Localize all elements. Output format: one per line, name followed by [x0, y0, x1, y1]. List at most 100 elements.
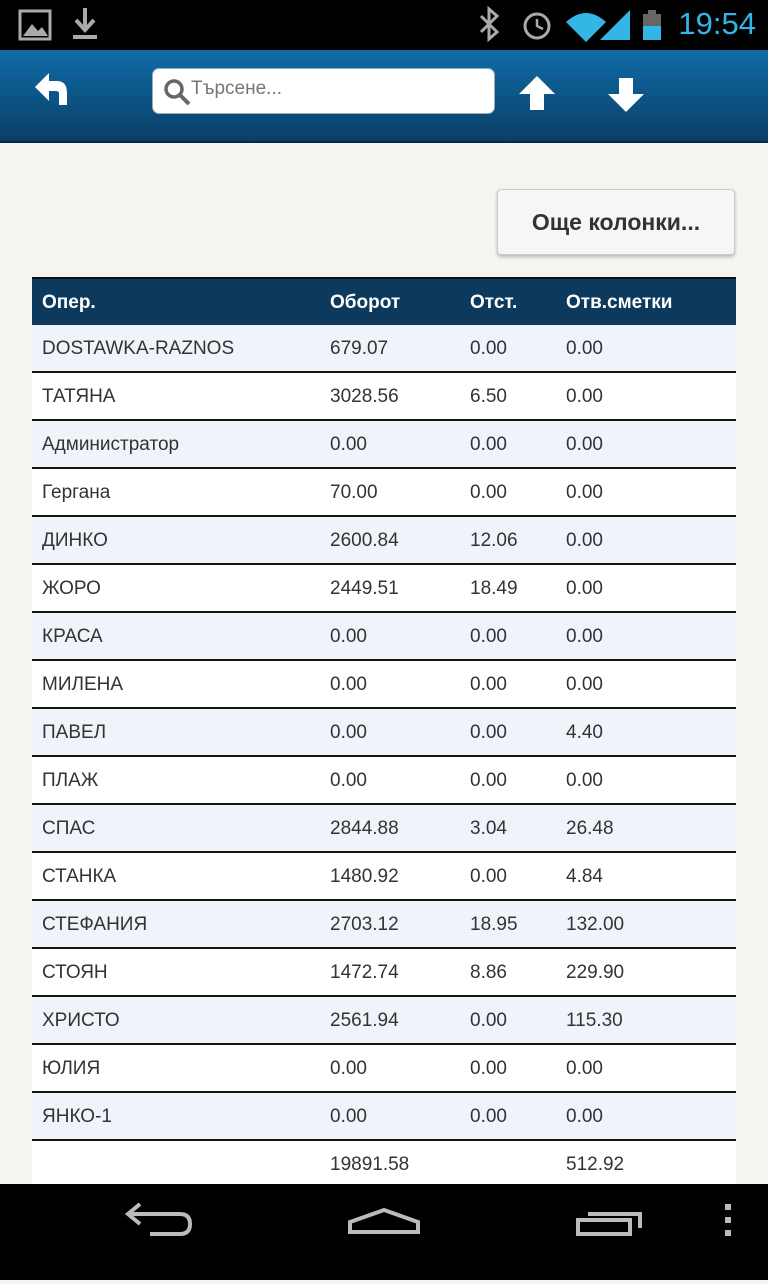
status-icons — [18, 5, 551, 43]
table-row: ЮЛИЯ 0.00 0.00 0.00 — [32, 1045, 736, 1093]
table-cell: КРАСА — [42, 626, 103, 647]
table-cell: Гергана — [42, 482, 111, 503]
table-cell: 0.00 — [566, 1106, 603, 1127]
table-cell: ЮЛИЯ — [42, 1058, 101, 1079]
table-cell: 0.00 — [330, 434, 367, 455]
table-cell: 0.00 — [566, 530, 603, 551]
table-cell: 4.84 — [566, 866, 603, 887]
table-cell: 0.00 — [330, 1058, 367, 1079]
table-row: Администратор 0.00 0.00 0.00 — [32, 421, 736, 469]
table-cell: DOSTAWKA-RAZNOS — [42, 338, 235, 359]
table-cell: 0.00 — [470, 1010, 507, 1031]
table-row: ТАТЯНА 3028.56 6.50 0.00 — [32, 373, 736, 421]
table-cell: 0.00 — [470, 866, 507, 887]
table-cell: 2600.84 — [330, 530, 399, 551]
nav-bar — [0, 1184, 768, 1280]
nav-home[interactable] — [348, 1207, 420, 1234]
table-row: ЖОРО 2449.51 18.49 0.00 — [32, 565, 736, 613]
table-row: ДИНКО 2600.84 12.06 0.00 — [32, 517, 736, 565]
table-cell: СТАНКА — [42, 866, 117, 887]
table-cell: 115.30 — [566, 1010, 623, 1031]
table-cell: ПЛАЖ — [42, 770, 99, 791]
table-cell: 0.00 — [566, 674, 603, 695]
table-cell: 0.00 — [470, 770, 507, 791]
table-cell: 1472.74 — [330, 962, 399, 983]
table-cell: 0.00 — [470, 434, 507, 455]
table-cell: 679.07 — [330, 338, 389, 359]
table-cell: 0.00 — [566, 386, 603, 407]
table-cell: 2844.88 — [330, 818, 399, 839]
clock: 19:54 — [678, 6, 756, 41]
table-header: Опер. Оборот Отст. Отв.сметки — [32, 277, 736, 325]
down-button[interactable] — [604, 72, 648, 116]
table-row: СПАС 2844.88 3.04 26.48 — [32, 805, 736, 853]
table-cell: 18.49 — [470, 578, 518, 599]
column-header: Оборот — [330, 292, 401, 313]
table-cell: Администратор — [42, 434, 180, 455]
table-cell: 0.00 — [330, 722, 367, 743]
table-cell: 0.00 — [566, 626, 603, 647]
table-cell: 2561.94 — [330, 1010, 399, 1031]
table-cell: 18.95 — [470, 914, 518, 935]
table-cell: 0.00 — [470, 338, 507, 359]
table-cell: 12.06 — [470, 530, 518, 551]
table-cell: 0.00 — [470, 1106, 507, 1127]
signal-icons — [566, 10, 661, 42]
table-cell: 2449.51 — [330, 578, 399, 599]
table-cell: 0.00 — [470, 722, 507, 743]
table-cell: 0.00 — [330, 626, 367, 647]
up-button[interactable] — [515, 72, 559, 116]
table-cell: 0.00 — [330, 770, 367, 791]
search-field[interactable]: Търсене... — [152, 68, 495, 114]
table-cell: 0.00 — [566, 482, 603, 503]
table-cell: 0.00 — [566, 578, 603, 599]
nav-icons — [124, 1202, 731, 1236]
app-bar: Търсене... — [0, 50, 768, 143]
table-cell: 2703.12 — [330, 914, 399, 935]
table-row: ХРИСТО 2561.94 0.00 115.30 — [32, 997, 736, 1045]
table-row: DOSTAWKA-RAZNOS 679.07 0.00 0.00 — [32, 325, 736, 373]
table-cell: 0.00 — [330, 1106, 367, 1127]
table-cell: 132.00 — [566, 914, 625, 935]
column-header: Опер. — [42, 292, 96, 313]
table-row: ЯНКО-1 0.00 0.00 0.00 — [32, 1093, 736, 1141]
table-cell: ЯНКО-1 — [42, 1106, 112, 1127]
column-header: Отв.сметки — [566, 292, 673, 313]
table-row: КРАСА 0.00 0.00 0.00 — [32, 613, 736, 661]
table-cell: ЖОРО — [42, 578, 101, 599]
table-cell: ПАВЕЛ — [42, 722, 107, 743]
total-cell: 19891.58 — [330, 1154, 410, 1175]
table-cell: 8.86 — [470, 962, 507, 983]
table-cell: МИЛЕНА — [42, 674, 124, 695]
table-cell: 0.00 — [566, 1058, 603, 1079]
table-row: ПЛАЖ 0.00 0.00 0.00 — [32, 757, 736, 805]
search-icon — [164, 79, 191, 106]
table-cell: 0.00 — [566, 338, 603, 359]
totals-row: 19891.58 512.92 — [32, 1141, 736, 1189]
table-cell: 229.90 — [566, 962, 625, 983]
table-cell: ДИНКО — [42, 530, 108, 551]
nav-recent[interactable] — [576, 1212, 642, 1236]
back-button[interactable] — [25, 65, 85, 125]
table-cell: 4.40 — [566, 722, 603, 743]
table-cell: 0.00 — [470, 482, 507, 503]
table-row: МИЛЕНА 0.00 0.00 0.00 — [32, 661, 736, 709]
table-cell: СТОЯН — [42, 962, 108, 983]
table-row: СТЕФАНИЯ 2703.12 18.95 132.00 — [32, 901, 736, 949]
nav-back[interactable] — [124, 1202, 193, 1236]
table-cell: 1480.92 — [330, 866, 399, 887]
data-table: Опер. Оборот Отст. Отв.сметки DOSTAWKA-RAZNO… — [32, 277, 736, 1189]
nav-menu[interactable] — [725, 1204, 731, 1236]
table-cell: ТАТЯНА — [42, 386, 116, 407]
table-cell: 3.04 — [470, 818, 507, 839]
table-cell: 0.00 — [566, 770, 603, 791]
table-cell: 6.50 — [470, 386, 507, 407]
table-row: СТАНКА 1480.92 0.00 4.84 — [32, 853, 736, 901]
table-cell: 3028.56 — [330, 386, 399, 407]
table-cell: СТЕФАНИЯ — [42, 914, 148, 935]
more-columns-button[interactable]: Още колонки... — [497, 189, 735, 255]
table-cell: ХРИСТО — [42, 1010, 120, 1031]
search-placeholder: Търсене... — [191, 78, 283, 99]
table-cell: 0.00 — [470, 674, 507, 695]
